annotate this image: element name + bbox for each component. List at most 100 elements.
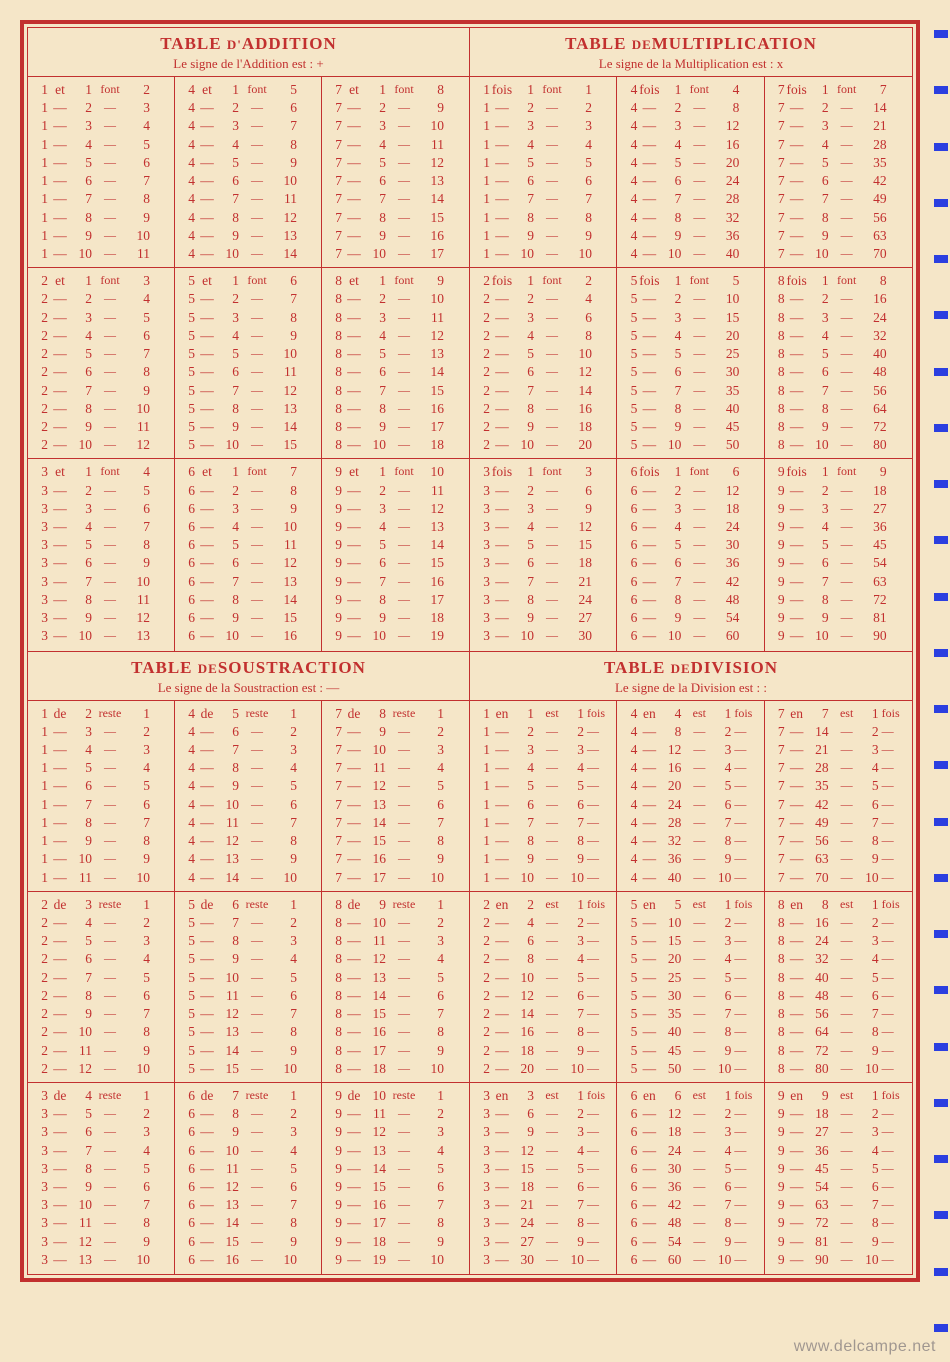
table-row: 7—16—9 (328, 850, 463, 868)
table-row: 9—4—13 (328, 518, 463, 536)
rail-tick (934, 1043, 948, 1051)
table-row: 4—8—4 (181, 759, 315, 777)
table-row: 6—48—8— (623, 1214, 757, 1232)
section-title: TABLE DEMULTIPLICATION (470, 34, 912, 54)
table-row: 3—3—9 (476, 500, 610, 518)
table-block: 4et1font54—2—64—3—74—4—84—5—94—6—104—7—1… (175, 77, 322, 268)
table-row: 6—8—2 (181, 1105, 315, 1123)
table-row: 6—10—4 (181, 1142, 315, 1160)
table-row: 1—3—3 (476, 117, 610, 135)
rail-tick (934, 255, 948, 263)
table-row: 6—9—54 (623, 609, 757, 627)
section-header: TABLE DEMULTIPLICATIONLe signe de la Mul… (470, 28, 912, 77)
table-row: 7—3—21 (771, 117, 906, 135)
table-row: 8—10—80 (771, 436, 906, 454)
table-row: 1—7—6 (34, 796, 168, 814)
table-row: 6—15—9 (181, 1233, 315, 1251)
table-block: 2de3reste12—4—22—5—32—6—42—7—52—8—62—9—7… (28, 892, 175, 1083)
table-row: 1en1est1fois (476, 705, 610, 723)
table-row: 1de2reste1 (34, 705, 168, 723)
table-row: 9—9—18 (328, 609, 463, 627)
section-blocks: 1en1est1fois1—2—2—1—3—3—1—4—4—1—5—5—1—6—… (470, 701, 912, 1275)
table-row: 8—11—3 (328, 932, 463, 950)
table-row: 9—8—17 (328, 591, 463, 609)
table-row: 6—12—2— (623, 1105, 757, 1123)
rail-tick (934, 761, 948, 769)
table-row: 3—8—5 (34, 1160, 168, 1178)
table-row: 6—9—3 (181, 1123, 315, 1141)
table-row: 2—9—11 (34, 418, 168, 436)
table-row: 5en5est1fois (623, 896, 757, 914)
table-row: 7—7—14 (328, 190, 463, 208)
table-row: 7—9—63 (771, 227, 906, 245)
table-row: 6en6est1fois (623, 1087, 757, 1105)
watermark: www.delcampe.net (794, 1338, 936, 1356)
table-row: 5—2—7 (181, 290, 315, 308)
table-row: 9et1font10 (328, 463, 463, 481)
table-block: 9de10reste19—11—29—12—39—13—49—14—59—15—… (322, 1083, 469, 1274)
table-row: 8—24—3— (771, 932, 906, 950)
rail-tick (934, 199, 948, 207)
table-block: 5et1font65—2—75—3—85—4—95—5—105—6—115—7—… (175, 268, 322, 459)
table-row: 9—2—11 (328, 482, 463, 500)
section-header: TABLE DESOUSTRACTIONLe signe de la Soust… (28, 652, 469, 701)
table-row: 1—5—6 (34, 154, 168, 172)
table-row: 9en9est1fois (771, 1087, 906, 1105)
table-row: 8—13—5 (328, 969, 463, 987)
section-division: TABLE DEDIVISIONLe signe de la Division … (470, 652, 912, 1275)
table-row: 4et1font5 (181, 81, 315, 99)
table-row: 3—27—9— (476, 1233, 610, 1251)
section-blocks: 1et1font21—2—31—3—41—4—51—5—61—6—71—7—81… (28, 77, 469, 651)
rail-tick (934, 705, 948, 713)
table-row: 6de7reste1 (181, 1087, 315, 1105)
table-row: 7—21—3— (771, 741, 906, 759)
table-row: 7—4—11 (328, 136, 463, 154)
table-row: 7—63—9— (771, 850, 906, 868)
table-row: 3—9—3— (476, 1123, 610, 1141)
section-header: TABLE DEDIVISIONLe signe de la Division … (470, 652, 912, 701)
table-row: 7—17—10 (328, 869, 463, 887)
table-row: 3—7—4 (34, 1142, 168, 1160)
table-row: 6—10—16 (181, 627, 315, 645)
table-row: 1—5—5 (476, 154, 610, 172)
table-row: 3—7—21 (476, 573, 610, 591)
table-row: 9fois1font9 (771, 463, 906, 481)
table-row: 1—4—5 (34, 136, 168, 154)
table-row: 6—3—18 (623, 500, 757, 518)
table-row: 2—6—4 (34, 950, 168, 968)
table-row: 5—3—8 (181, 309, 315, 327)
table-row: 4—10—14 (181, 245, 315, 263)
table-row: 7—6—13 (328, 172, 463, 190)
table-row: 2—7—5 (34, 969, 168, 987)
table-row: 3de4reste1 (34, 1087, 168, 1105)
table-row: 8—16—8 (328, 1023, 463, 1041)
table-row: 9—14—5 (328, 1160, 463, 1178)
table-block: 3et1font43—2—53—3—63—4—73—5—83—6—93—7—10… (28, 459, 175, 650)
table-row: 2—9—7 (34, 1005, 168, 1023)
table-row: 8—4—12 (328, 327, 463, 345)
table-row: 9—27—3— (771, 1123, 906, 1141)
rail-tick (934, 649, 948, 657)
table-row: 3—21—7— (476, 1196, 610, 1214)
table-row: 4—8—32 (623, 209, 757, 227)
table-row: 6—11—5 (181, 1160, 315, 1178)
table-row: 6—13—7 (181, 1196, 315, 1214)
section-subtitle: Le signe de la Soustraction est : — (28, 680, 469, 696)
table-row: 3—2—5 (34, 482, 168, 500)
table-row: 3—2—6 (476, 482, 610, 500)
table-row: 4de5reste1 (181, 705, 315, 723)
table-row: 3—3—6 (34, 500, 168, 518)
table-row: 7—11—4 (328, 759, 463, 777)
rail-tick (934, 593, 948, 601)
table-row: 1—7—7— (476, 814, 610, 832)
table-row: 4—6—2 (181, 723, 315, 741)
table-row: 5fois1font5 (623, 272, 757, 290)
inner-border: TABLE D'ADDITIONLe signe de l'Addition e… (27, 27, 913, 1275)
table-row: 9—45—5— (771, 1160, 906, 1178)
table-block: 3en3est1fois3—6—2—3—9—3—3—12—4—3—15—5—3—… (470, 1083, 617, 1274)
table-row: 7—8—15 (328, 209, 463, 227)
rail-tick (934, 1155, 948, 1163)
table-row: 7et1font8 (328, 81, 463, 99)
table-row: 3—18—6— (476, 1178, 610, 1196)
table-row: 9—7—63 (771, 573, 906, 591)
